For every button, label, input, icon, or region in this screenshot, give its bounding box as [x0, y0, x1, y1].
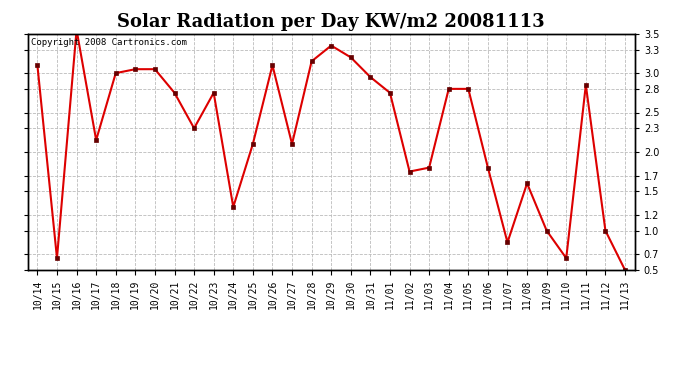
Text: Copyright 2008 Cartronics.com: Copyright 2008 Cartronics.com — [30, 39, 186, 48]
Title: Solar Radiation per Day KW/m2 20081113: Solar Radiation per Day KW/m2 20081113 — [117, 13, 545, 31]
